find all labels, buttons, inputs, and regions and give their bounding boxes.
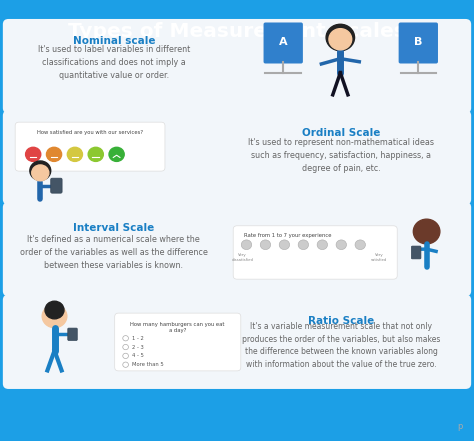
Circle shape: [109, 147, 124, 161]
Circle shape: [46, 147, 62, 161]
Text: Ordinal Scale: Ordinal Scale: [302, 128, 381, 138]
FancyBboxPatch shape: [51, 178, 62, 193]
Text: It's used to label variables in different
classifications and does not imply a
q: It's used to label variables in differen…: [37, 45, 190, 80]
FancyBboxPatch shape: [3, 202, 471, 296]
FancyBboxPatch shape: [399, 22, 438, 64]
FancyBboxPatch shape: [411, 246, 421, 259]
Text: p: p: [457, 422, 462, 431]
FancyBboxPatch shape: [68, 328, 77, 340]
Text: 1 - 2: 1 - 2: [132, 336, 144, 341]
Circle shape: [241, 240, 252, 250]
Text: Types of Measurement Scales: Types of Measurement Scales: [68, 22, 406, 41]
Text: Interval Scale: Interval Scale: [73, 223, 155, 233]
Text: It's a variable measurement scale that not only
produces the order of the variab: It's a variable measurement scale that n…: [242, 322, 440, 369]
Circle shape: [88, 147, 103, 161]
Circle shape: [32, 165, 49, 181]
Circle shape: [260, 240, 271, 250]
Circle shape: [45, 301, 64, 319]
Circle shape: [336, 240, 346, 250]
Circle shape: [317, 240, 328, 250]
FancyBboxPatch shape: [115, 313, 241, 371]
Text: Rate from 1 to 7 your experience: Rate from 1 to 7 your experience: [244, 232, 332, 238]
FancyBboxPatch shape: [264, 22, 303, 64]
Circle shape: [26, 147, 41, 161]
Text: It's defined as a numerical scale where the
order of the variables as well as th: It's defined as a numerical scale where …: [20, 235, 208, 270]
Circle shape: [329, 29, 352, 50]
Text: Very
satisfied: Very satisfied: [371, 253, 387, 262]
Circle shape: [123, 353, 128, 359]
Circle shape: [355, 240, 365, 250]
Text: More than 5: More than 5: [132, 362, 164, 367]
Circle shape: [413, 219, 440, 244]
Circle shape: [123, 344, 128, 350]
Text: How satisfied are you with our services?: How satisfied are you with our services?: [37, 130, 143, 135]
Text: It's used to represent non-mathematical ideas
such as frequency, satisfaction, h: It's used to represent non-mathematical …: [248, 138, 434, 173]
Text: Nominal scale: Nominal scale: [73, 36, 155, 45]
Text: a day?: a day?: [169, 328, 186, 333]
Circle shape: [326, 24, 355, 51]
Text: Ratio Scale: Ratio Scale: [308, 316, 374, 325]
Circle shape: [123, 362, 128, 367]
Text: 4 - 5: 4 - 5: [132, 353, 144, 359]
Text: B: B: [414, 37, 422, 47]
FancyBboxPatch shape: [3, 110, 471, 205]
FancyBboxPatch shape: [3, 19, 471, 113]
FancyBboxPatch shape: [15, 122, 165, 171]
Text: A: A: [279, 37, 287, 47]
Text: 2 - 3: 2 - 3: [132, 344, 144, 350]
Circle shape: [42, 305, 67, 328]
Circle shape: [67, 147, 82, 161]
Circle shape: [279, 240, 290, 250]
Circle shape: [123, 336, 128, 341]
Text: How many hamburgers can you eat: How many hamburgers can you eat: [130, 321, 225, 327]
FancyBboxPatch shape: [233, 226, 397, 279]
Circle shape: [30, 161, 51, 180]
Text: Very
dissatisfied: Very dissatisfied: [232, 253, 254, 262]
FancyBboxPatch shape: [3, 295, 471, 389]
Circle shape: [298, 240, 309, 250]
